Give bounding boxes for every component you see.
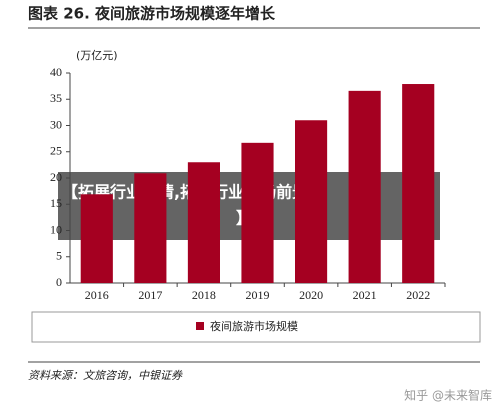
bar [295,120,328,283]
y-tick-label: 30 [50,117,62,131]
x-tick-label: 2019 [246,288,270,302]
y-tick-label: 5 [56,249,62,263]
x-tick-label: 2016 [85,288,109,302]
bar [348,90,381,283]
x-tick-label: 2022 [406,288,430,302]
source: 资料来源：文旅咨询，中银证券 [28,369,183,382]
y-tick-label: 15 [50,196,62,210]
y-tick-label: 40 [50,65,62,79]
legend-box [31,311,481,343]
y-axis-label: (万亿元) [76,49,118,62]
y-tick-label: 25 [50,144,62,158]
x-tick-label: 2018 [192,288,216,302]
y-tick-label: 20 [50,170,62,184]
x-tick-label: 2021 [353,288,377,302]
y-tick-label: 10 [50,222,62,236]
bar [134,173,167,283]
bar [80,194,113,283]
watermark: 知乎 @未来智库 [404,388,492,403]
bar [187,162,220,283]
x-tick-label: 2020 [299,288,323,302]
bar [402,84,435,284]
legend-swatch [196,322,204,330]
chart-title: 图表 26. 夜间旅游市场规模逐年增长 [28,5,276,23]
y-tick-label: 0 [56,275,62,289]
legend-label: 夜间旅游市场规模 [210,319,298,333]
y-tick-label: 35 [50,91,62,105]
bar [241,142,274,283]
x-tick-label: 2017 [138,288,162,302]
